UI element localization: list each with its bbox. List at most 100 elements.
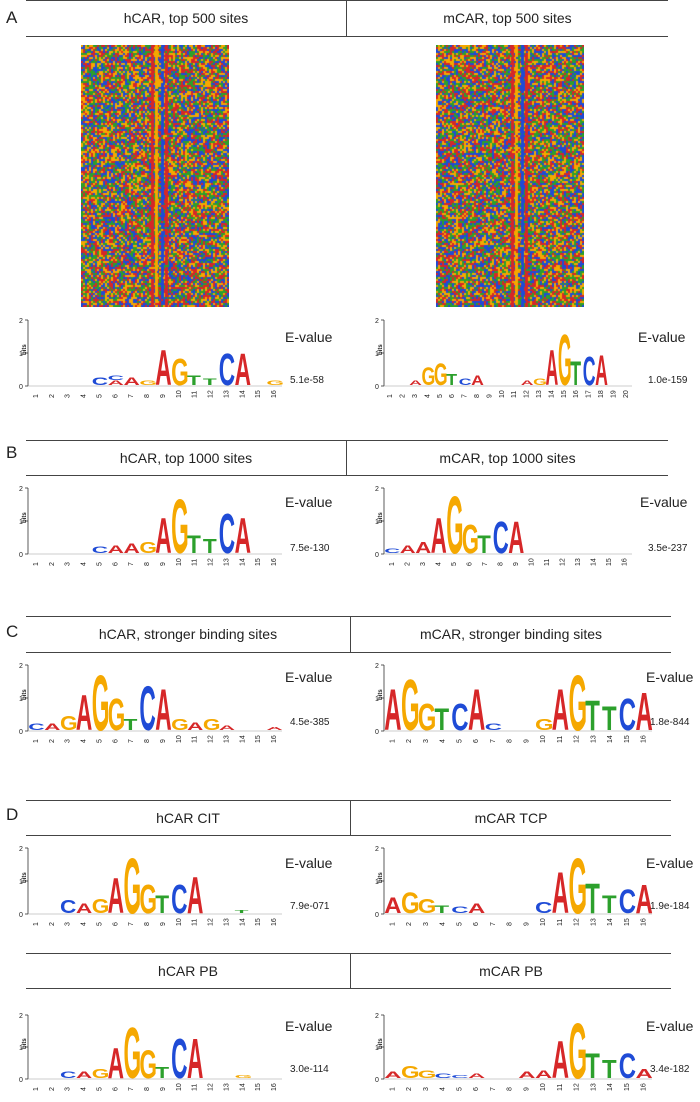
logo-letter-A: A [521, 379, 534, 387]
x-tick-label: 5 [96, 1087, 103, 1091]
x-tick-label: 15 [624, 918, 631, 926]
y-tick-label: 1 [19, 519, 23, 526]
logo-letter-G: G [108, 690, 126, 741]
logo-letter-T: T [570, 355, 581, 393]
row-c-bottom-rule [26, 652, 671, 653]
x-tick-label: 7 [490, 739, 497, 743]
x-tick-label: 12 [559, 558, 566, 566]
y-tick-label: 0 [375, 729, 379, 736]
x-tick-label: 15 [624, 735, 631, 743]
panel-letter-a: A [6, 8, 18, 27]
x-tick-label: 16 [641, 1083, 648, 1091]
logo-letter-A: A [266, 726, 283, 731]
evalue-value: 7.9e-071 [290, 901, 330, 912]
x-tick-label: 6 [112, 739, 119, 743]
x-tick-label: 6 [473, 922, 480, 926]
x-tick-label: 12 [208, 918, 215, 926]
y-tick-label: 2 [19, 318, 23, 325]
logo-letter-T: T [187, 531, 201, 559]
evalue-value: 4.5e-385 [290, 717, 330, 728]
x-tick-label: 9 [160, 922, 167, 926]
row-c-top-rule [26, 616, 671, 617]
row-a-top-rule [26, 0, 668, 1]
logo-letter-C: C [219, 503, 235, 566]
x-tick-label: 16 [271, 918, 278, 926]
x-tick-label: 11 [192, 919, 199, 926]
logo-letter-T: T [155, 1065, 169, 1082]
logo-letter-A: A [431, 509, 447, 565]
y-axis-label: bits [22, 512, 28, 523]
logo-letter-G: G [235, 1074, 253, 1079]
x-tick-label: 9 [160, 394, 167, 398]
logo-letter-A: A [108, 1039, 124, 1088]
evalue-value: 3.0e-114 [290, 1064, 329, 1075]
x-tick-label: 4 [440, 922, 447, 926]
logo-letter-T: T [435, 702, 450, 737]
row-d-bottom-rule [26, 835, 671, 836]
logo-letter-G: G [569, 843, 588, 931]
logo-letter-A: A [468, 1072, 486, 1079]
x-tick-label: 10 [540, 918, 547, 926]
x-tick-label: 8 [507, 922, 514, 926]
x-tick-label: 6 [112, 562, 119, 566]
logo-letter-G: G [535, 717, 554, 734]
logo-letter-G: G [558, 320, 572, 401]
x-tick-label: 10 [176, 558, 183, 566]
row-a-divider [346, 0, 347, 36]
logo-letter-A: A [471, 374, 484, 389]
evalue-label: E-value [646, 669, 694, 685]
logo-letter-T: T [187, 373, 202, 388]
evalue-label: E-value [638, 329, 686, 345]
x-tick-label: 4 [81, 739, 88, 743]
x-tick-label: 14 [239, 735, 246, 743]
x-tick-label: 10 [499, 390, 506, 398]
x-tick-label: 2 [49, 394, 56, 398]
x-tick-label: 11 [192, 736, 199, 743]
x-tick-label: 4 [81, 922, 88, 926]
x-tick-label: 9 [486, 394, 493, 398]
x-tick-label: 6 [473, 739, 480, 743]
alignment-heatmap [81, 45, 229, 307]
logo-letter-C: C [60, 897, 77, 917]
x-tick-label: 8 [507, 739, 514, 743]
x-tick-label: 15 [255, 1083, 262, 1091]
y-tick-label: 0 [375, 1077, 379, 1084]
x-tick-label: 12 [524, 390, 531, 398]
evalue-label: E-value [640, 494, 688, 510]
y-tick-label: 0 [19, 1077, 23, 1084]
x-tick-label: 8 [144, 922, 151, 926]
logo-letter-G: G [92, 1066, 110, 1081]
x-tick-label: 4 [440, 739, 447, 743]
x-tick-label: 15 [255, 390, 262, 398]
logo-letter-G: G [569, 1008, 588, 1096]
x-tick-label: 12 [574, 918, 581, 926]
x-tick-label: 3 [423, 922, 430, 926]
x-tick-label: 14 [239, 1083, 246, 1091]
logo-letter-C: C [92, 545, 108, 555]
x-tick-label: 13 [223, 1083, 230, 1091]
logo-letter-G: G [124, 842, 142, 930]
logo-letter-C: C [619, 689, 636, 740]
row-d-top-rule [26, 800, 671, 801]
x-tick-label: 12 [208, 558, 215, 566]
y-tick-label: 1 [375, 351, 379, 358]
x-tick-label: 4 [81, 1087, 88, 1091]
x-tick-label: 9 [523, 739, 530, 743]
x-tick-label: 10 [540, 735, 547, 743]
logo-letter-A: A [108, 379, 124, 387]
x-tick-label: 11 [557, 1084, 564, 1091]
row-c-divider [350, 616, 351, 652]
x-tick-label: 6 [112, 922, 119, 926]
x-tick-label: 11 [557, 736, 564, 743]
logo-letter-T: T [602, 892, 617, 920]
y-tick-label: 1 [19, 1045, 23, 1052]
logo-letter-C: C [451, 695, 468, 738]
logo-letter-A: A [535, 1068, 552, 1080]
logo-letter-T: T [203, 377, 217, 387]
x-tick-label: 7 [128, 739, 135, 743]
x-tick-label: 3 [65, 394, 72, 398]
x-tick-label: 9 [160, 739, 167, 743]
y-axis-label: bits [378, 344, 384, 355]
